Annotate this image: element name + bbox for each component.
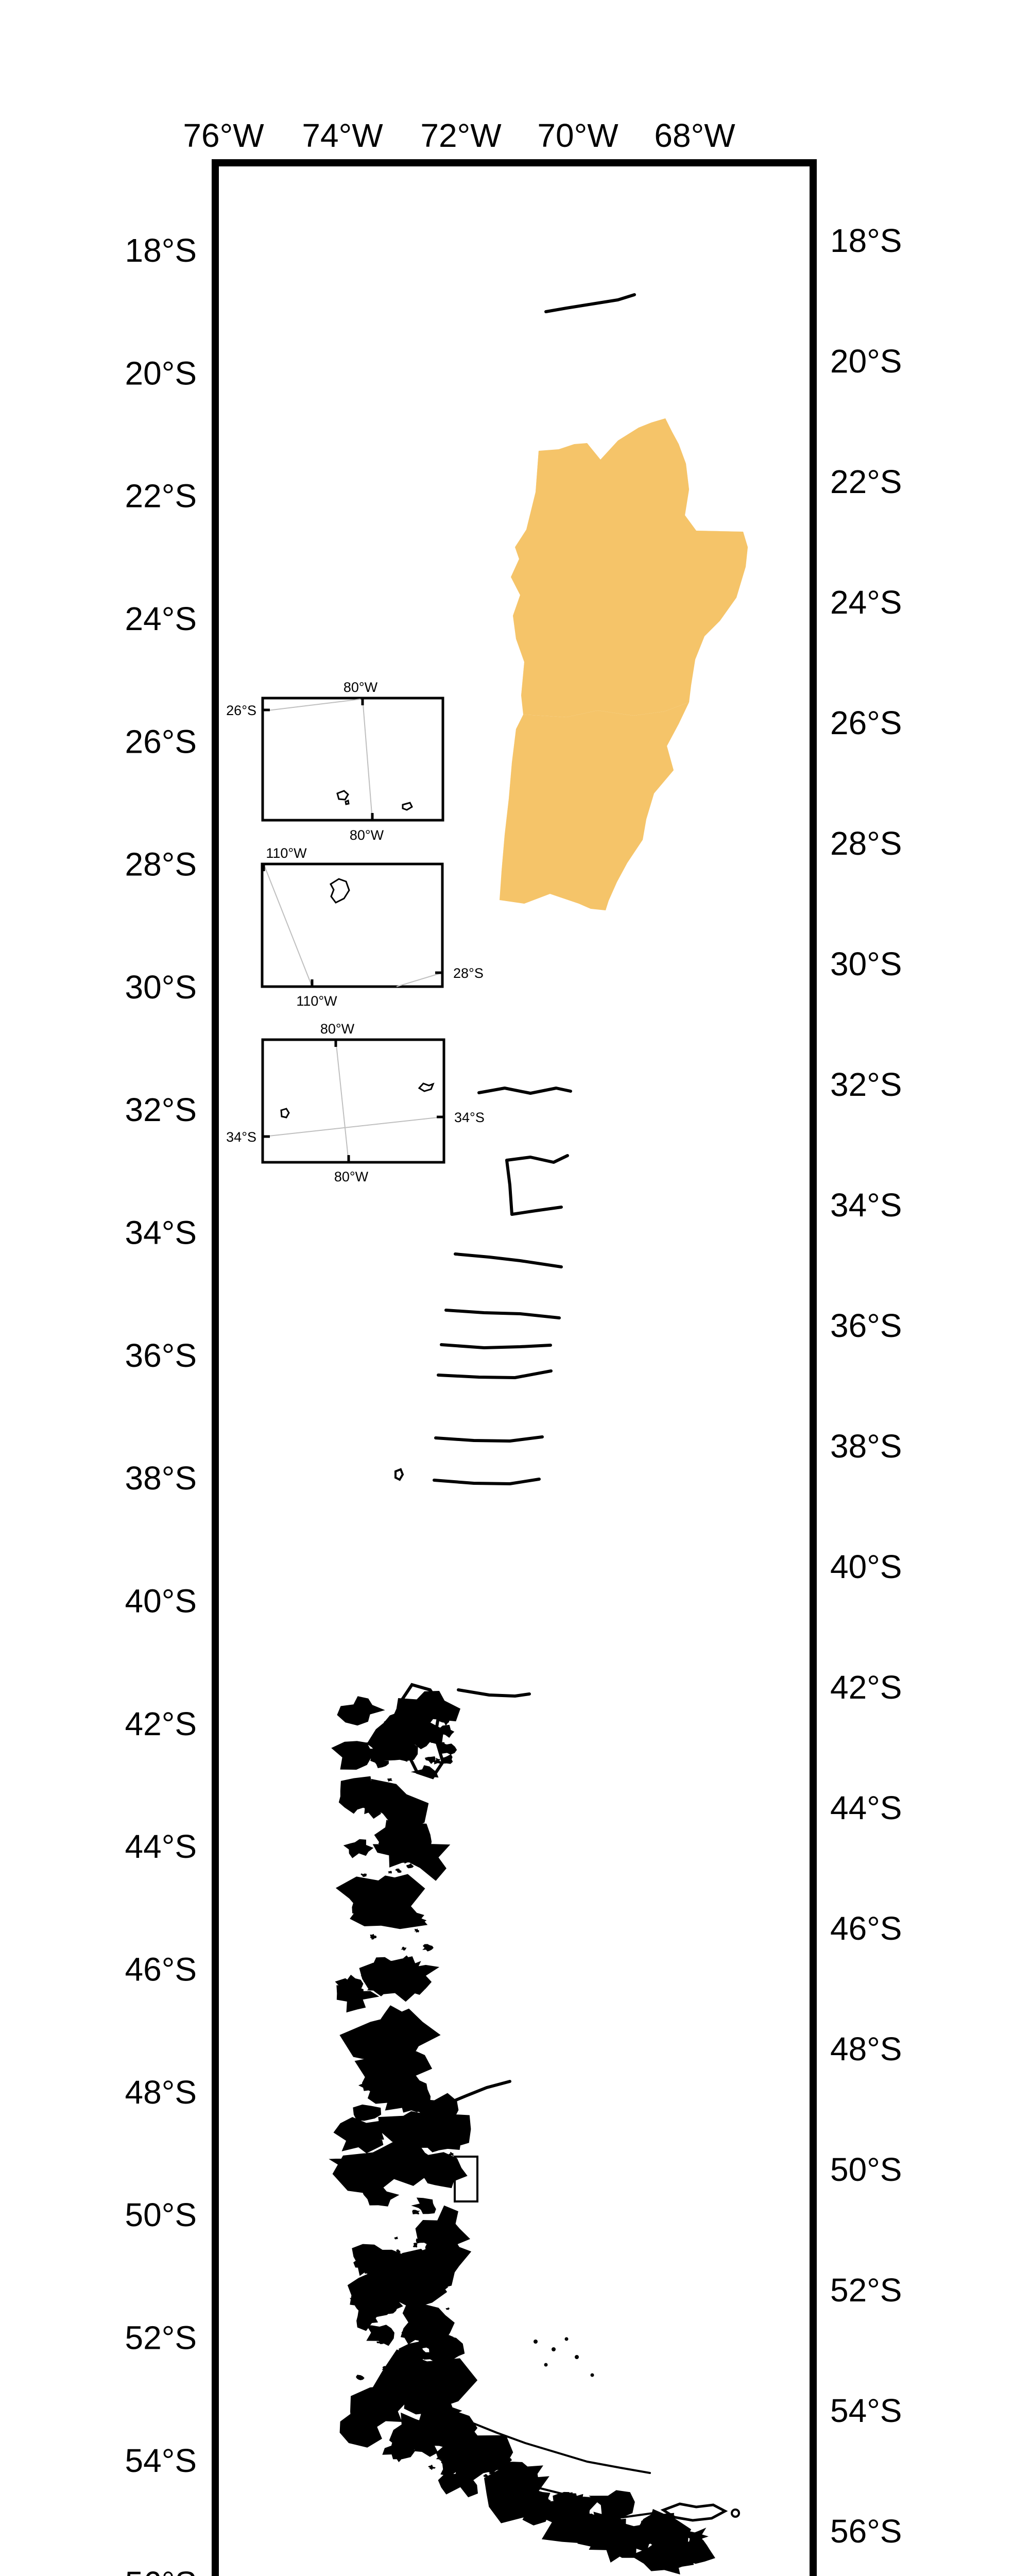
southern-archipelago xyxy=(329,1691,715,2574)
inset-1-frame xyxy=(261,697,444,822)
inset-3-top-label: 80°W xyxy=(320,1021,355,1037)
axis-label: 30°S xyxy=(830,945,902,982)
inset-box-juan-fernandez: 80°W 34°S 34°S 80°W xyxy=(226,1021,485,1184)
axis-label: 26°S xyxy=(830,704,902,741)
inset-2-grid xyxy=(263,863,443,987)
axis-label: 22°S xyxy=(830,463,902,500)
axis-label: 44°S xyxy=(830,1789,902,1826)
axis-label: 36°S xyxy=(830,1307,902,1344)
axis-label: 72°W xyxy=(420,117,502,154)
inset-2-bottom-label: 110°W xyxy=(296,993,337,1009)
axis-label: 50°S xyxy=(125,2196,197,2233)
inset-3-ticks xyxy=(263,1040,444,1162)
axis-label: 48°S xyxy=(830,2030,902,2067)
plot-frame xyxy=(212,159,817,2576)
axis-label: 30°S xyxy=(125,969,197,1006)
inset-2-frame xyxy=(261,862,444,988)
axis-label: 24°S xyxy=(830,584,902,621)
axis-label: 24°S xyxy=(125,600,197,637)
axis-label: 68°W xyxy=(654,117,735,154)
estados-island xyxy=(660,2502,728,2522)
axis-label: 74°W xyxy=(302,117,383,154)
axis-label: 56°S xyxy=(830,2513,902,2550)
mocha-island xyxy=(394,1468,404,1481)
axis-label: 28°S xyxy=(830,825,902,862)
inset-3-left-label: 34°S xyxy=(226,1129,256,1145)
inset-2-top-label: 110°W xyxy=(266,845,307,861)
axis-label: 44°S xyxy=(125,1828,197,1865)
axis-label: 38°S xyxy=(830,1428,902,1465)
tdf-lake-specks xyxy=(534,2337,594,2377)
axis-label: 42°S xyxy=(830,1669,902,1706)
axis-labels: 76°W74°W72°W70°W68°W80°W76°W72°W68°W64°W… xyxy=(125,117,902,2576)
axis-label: 34°S xyxy=(830,1187,902,1224)
axis-label: 54°S xyxy=(830,2392,902,2429)
inset-box-desventuradas: 80°W 26°S 80°W xyxy=(226,680,444,843)
axis-label: 56°S xyxy=(125,2565,197,2576)
axis-label: 42°S xyxy=(125,1705,197,1742)
axis-label: 70°W xyxy=(537,117,618,154)
axis-label: 50°S xyxy=(830,2151,902,2188)
inset-3-frame xyxy=(261,1038,445,1164)
axis-label: 22°S xyxy=(125,478,197,515)
inset-3-right-label: 34°S xyxy=(454,1110,485,1125)
inset-box-easter-island: 110°W 28°S 110°W xyxy=(261,845,484,1009)
inset-2-islands xyxy=(330,878,350,904)
axis-label: 46°S xyxy=(125,1951,197,1988)
axis-label: 52°S xyxy=(830,2272,902,2309)
axis-label: 40°S xyxy=(830,1548,902,1585)
inset-2-right-label: 28°S xyxy=(453,965,484,981)
axis-label: 26°S xyxy=(125,723,197,760)
axis-label: 18°S xyxy=(125,232,197,269)
axis-label: 34°S xyxy=(125,1214,197,1251)
archipelago-islands xyxy=(329,1691,715,2574)
axis-label: 20°S xyxy=(125,354,197,392)
axis-label: 32°S xyxy=(125,1091,197,1128)
islet xyxy=(731,2509,740,2518)
axis-label: 46°S xyxy=(830,1910,902,1947)
inset-3-islands xyxy=(280,1082,435,1118)
axis-label: 36°S xyxy=(125,1337,197,1374)
axis-label: 76°W xyxy=(183,117,264,154)
inset-1-bottom-label: 80°W xyxy=(350,827,384,843)
inset-1-ticks xyxy=(263,698,374,820)
inset-2-ticks xyxy=(262,864,442,987)
axis-label: 48°S xyxy=(125,2074,197,2111)
inset-1-top-label: 80°W xyxy=(343,680,378,695)
annotation-rectangle xyxy=(454,2156,478,2202)
inset-1-left-label: 26°S xyxy=(226,703,256,718)
axis-label: 54°S xyxy=(125,2442,197,2479)
inset-3-grid xyxy=(264,1039,443,1163)
axis-label: 28°S xyxy=(125,846,197,883)
axis-label: 52°S xyxy=(125,2319,197,2356)
axis-label: 18°S xyxy=(830,222,902,259)
inset-1-islands xyxy=(336,790,413,811)
axis-label: 38°S xyxy=(125,1460,197,1497)
inset-1-grid xyxy=(263,698,373,821)
axis-label: 20°S xyxy=(830,343,902,380)
inset-3-bottom-label: 80°W xyxy=(334,1169,369,1184)
axis-label: 40°S xyxy=(125,1583,197,1620)
axis-label: 32°S xyxy=(830,1066,902,1103)
